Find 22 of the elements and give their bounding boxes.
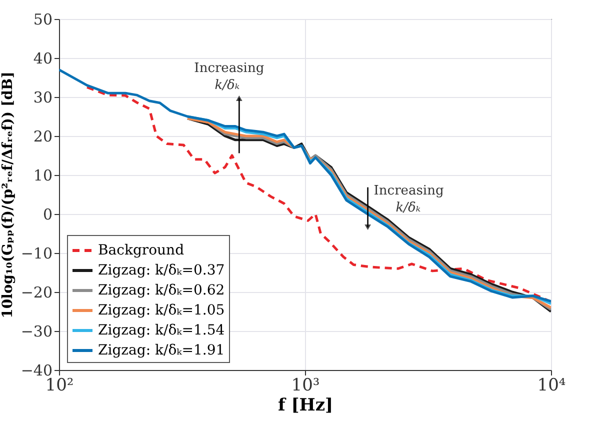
y-tick-label: −20	[20, 284, 52, 302]
y-tick-label: 50	[33, 10, 52, 28]
y-tick-label: −10	[20, 244, 52, 262]
y-tick-label: 10	[33, 166, 52, 184]
y-tick-label: 30	[33, 88, 52, 106]
legend-label: Background	[98, 242, 184, 258]
legend-label: Zigzag: k/δₖ=1.91	[98, 342, 225, 358]
x-tick-label: 10³	[291, 376, 320, 396]
x-axis-title: f [Hz]	[278, 396, 334, 416]
legend-label: Zigzag: k/δₖ=1.05	[98, 302, 225, 318]
x-tick-label: 10⁴	[537, 376, 566, 396]
annotation: Increasing k/δₖ	[194, 61, 264, 94]
legend-label: Zigzag: k/δₖ=1.54	[98, 322, 225, 338]
y-axis-title: 10log₁₀(Gₚₚ(f)/(p²ᵣₑf/Δfᵣₑf)) [dB]	[0, 72, 16, 318]
legend-label: Zigzag: k/δₖ=0.37	[98, 262, 225, 278]
legend-label: Zigzag: k/δₖ=0.62	[98, 282, 225, 298]
y-tick-label: 0	[42, 206, 52, 224]
x-tick-label: 10²	[45, 376, 74, 396]
y-tick-label: −30	[20, 322, 52, 340]
y-tick-label: 20	[33, 128, 52, 146]
y-tick-label: 40	[33, 50, 52, 68]
annotation: Increasing k/δₖ	[374, 183, 444, 216]
